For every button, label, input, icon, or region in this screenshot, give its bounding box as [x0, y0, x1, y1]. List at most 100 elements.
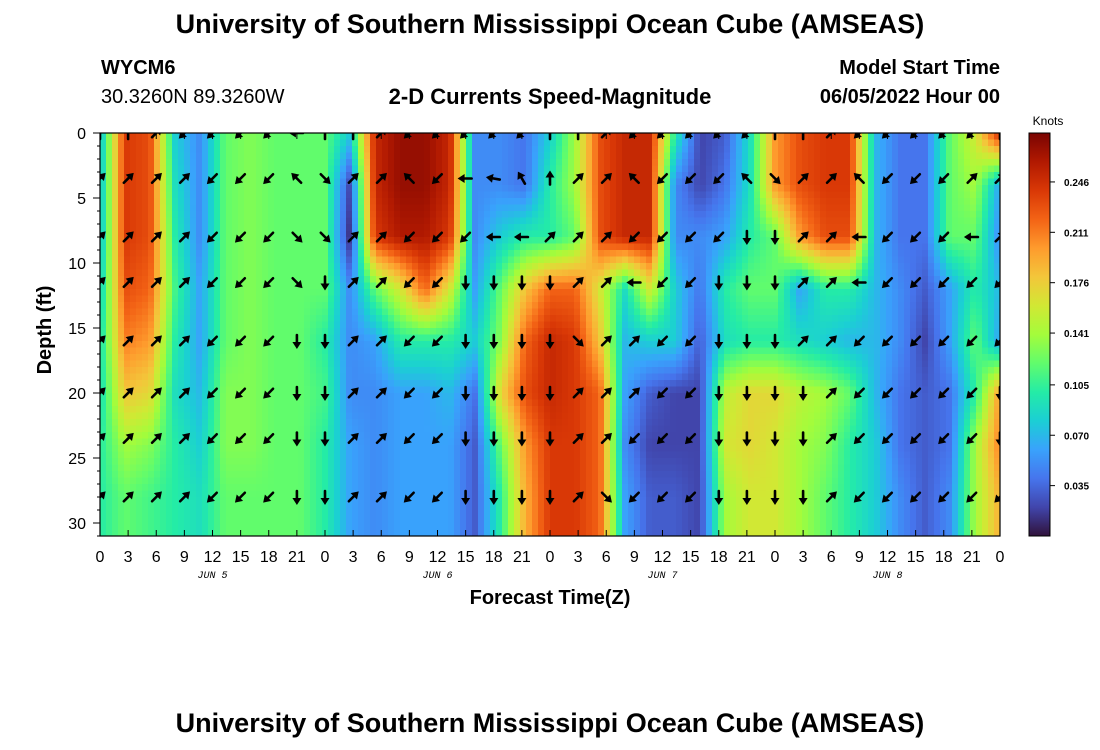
heatmap-cell	[346, 204, 353, 212]
heatmap-cell	[856, 289, 863, 297]
heatmap-cell	[772, 146, 779, 154]
heatmap-cell	[322, 321, 329, 329]
heatmap-cell	[580, 185, 587, 193]
heatmap-cell	[346, 172, 353, 180]
heatmap-cell	[250, 211, 257, 219]
heatmap-cell	[346, 224, 353, 232]
heatmap-cell	[904, 178, 911, 186]
heatmap-cell	[496, 308, 503, 316]
heatmap-cell	[442, 250, 449, 258]
heatmap-cell	[112, 302, 119, 310]
heatmap-cell	[214, 152, 221, 160]
heatmap-cell	[448, 185, 455, 193]
heatmap-cell	[238, 334, 245, 342]
heatmap-cell	[424, 133, 431, 141]
heatmap-cell	[982, 165, 989, 173]
heatmap-cell	[298, 204, 305, 212]
heatmap-cell	[154, 139, 161, 147]
heatmap-cell	[604, 269, 611, 277]
heatmap-cell	[340, 282, 347, 290]
heatmap-cell	[538, 146, 545, 154]
heatmap-cell	[802, 321, 809, 329]
heatmap-cell	[496, 321, 503, 329]
heatmap-cell	[880, 295, 887, 303]
heatmap-cell	[376, 211, 383, 219]
heatmap-cell	[802, 243, 809, 251]
heatmap-cell	[616, 146, 623, 154]
heatmap-cell	[340, 276, 347, 284]
heatmap-cell	[292, 334, 299, 342]
heatmap-cell	[988, 276, 995, 284]
heatmap-cell	[856, 178, 863, 186]
heatmap-cell	[934, 224, 941, 232]
heatmap-cell	[136, 217, 143, 225]
heatmap-cell	[430, 289, 437, 297]
heatmap-cell	[406, 159, 413, 167]
heatmap-cell	[778, 276, 785, 284]
heatmap-cell	[604, 315, 611, 323]
heatmap-cell	[910, 250, 917, 258]
heatmap-cell	[388, 185, 395, 193]
heatmap-cell	[124, 328, 131, 336]
heatmap-cell	[322, 159, 329, 167]
heatmap-cell	[718, 308, 725, 316]
heatmap-cell	[358, 139, 365, 147]
heatmap-cell	[334, 191, 341, 199]
heatmap-cell	[418, 211, 425, 219]
heatmap-cell	[352, 224, 359, 232]
heatmap-cell	[778, 185, 785, 193]
heatmap-cell	[550, 185, 557, 193]
heatmap-cell	[736, 211, 743, 219]
heatmap-cell	[316, 191, 323, 199]
heatmap-cell	[970, 139, 977, 147]
heatmap-cell	[694, 295, 701, 303]
heatmap-cell	[946, 133, 953, 141]
heatmap-cell	[508, 191, 515, 199]
heatmap-cell	[250, 289, 257, 297]
heatmap-cell	[844, 315, 851, 323]
heatmap-cell	[562, 165, 569, 173]
heatmap-cell	[400, 321, 407, 329]
heatmap-cell	[964, 152, 971, 160]
heatmap-cell	[340, 185, 347, 193]
heatmap-cell	[628, 217, 635, 225]
heatmap-cell	[832, 243, 839, 251]
heatmap-cell	[988, 191, 995, 199]
heatmap-cell	[352, 308, 359, 316]
heatmap-cell	[346, 315, 353, 323]
heatmap-cell	[718, 217, 725, 225]
heatmap-cell	[472, 315, 479, 323]
heatmap-cell	[364, 334, 371, 342]
heatmap-cell	[160, 172, 167, 180]
heatmap-cell	[688, 256, 695, 264]
heatmap-cell	[832, 165, 839, 173]
heatmap-cell	[232, 243, 239, 251]
heatmap-cell	[262, 334, 269, 342]
heatmap-cell	[460, 321, 467, 329]
heatmap-cell	[214, 243, 221, 251]
heatmap-cell	[898, 211, 905, 219]
heatmap-cell	[178, 334, 185, 342]
heatmap-cell	[934, 133, 941, 141]
heatmap-cell	[430, 146, 437, 154]
heatmap-cell	[274, 165, 281, 173]
heatmap-cell	[196, 263, 203, 271]
heatmap-cell	[916, 178, 923, 186]
heatmap-cell	[550, 263, 557, 271]
heatmap-cell	[322, 217, 329, 225]
heatmap-cell	[328, 237, 335, 245]
heatmap-cell	[454, 328, 461, 336]
heatmap-cell	[520, 159, 527, 167]
heatmap-cell	[448, 243, 455, 251]
heatmap-cell	[934, 204, 941, 212]
heatmap-cell	[304, 198, 311, 206]
heatmap-cell	[232, 185, 239, 193]
heatmap-cell	[820, 217, 827, 225]
heatmap-cell	[316, 178, 323, 186]
heatmap-cell	[448, 308, 455, 316]
heatmap-cell	[568, 139, 575, 147]
heatmap-cell	[946, 217, 953, 225]
heatmap-cell	[490, 243, 497, 251]
heatmap-cell	[706, 243, 713, 251]
heatmap-cell	[430, 152, 437, 160]
